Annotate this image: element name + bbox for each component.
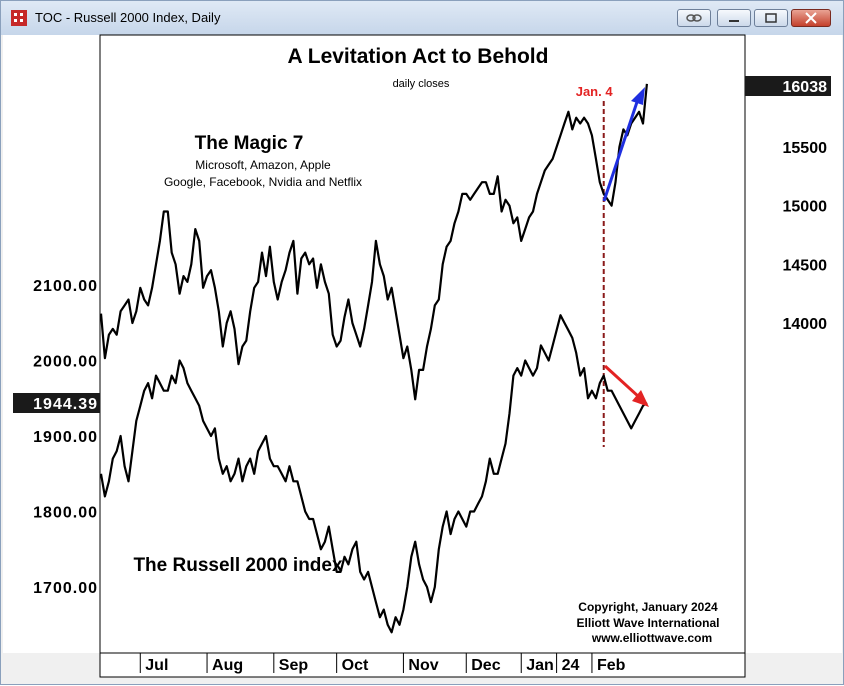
x-tick-label: Jan bbox=[526, 657, 554, 674]
plot-area bbox=[99, 34, 746, 654]
close-icon bbox=[805, 12, 817, 24]
copyright-line2: Elliott Wave International bbox=[577, 616, 720, 630]
x-axis: Jul Aug Sep Oct Nov Dec Jan 24 Feb bbox=[139, 653, 626, 674]
copyright-line3: www.elliottwave.com bbox=[591, 631, 712, 645]
magic7-members-line2: Google, Facebook, Nvidia and Netflix bbox=[164, 175, 362, 189]
right-axis-panel bbox=[745, 35, 842, 653]
russell-label: The Russell 2000 index bbox=[133, 555, 343, 576]
event-label: Jan. 4 bbox=[576, 84, 614, 99]
x-tick-label: Nov bbox=[408, 657, 438, 674]
right-current-value: 16038 bbox=[783, 79, 828, 96]
magic7-members-line1: Microsoft, Amazon, Apple bbox=[195, 158, 331, 172]
x-tick-label: Oct bbox=[342, 657, 369, 674]
left-axis: 2100.00 2000.00 1900.00 1800.00 1700.00 bbox=[33, 278, 98, 597]
copyright-line1: Copyright, January 2024 bbox=[578, 600, 718, 614]
left-current-value: 1944.39 bbox=[33, 396, 98, 413]
link-icon bbox=[686, 14, 702, 22]
right-current-badge bbox=[745, 76, 831, 96]
close-button[interactable] bbox=[791, 9, 831, 27]
left-tick-label: 2100.00 bbox=[33, 278, 98, 295]
series-line-russell-2000 bbox=[99, 314, 648, 634]
left-tick-label: 1800.00 bbox=[33, 505, 98, 522]
left-axis-panel bbox=[3, 35, 100, 653]
down-trend-arrow bbox=[603, 364, 649, 407]
x-tick-label: Sep bbox=[279, 657, 309, 674]
x-tick-label: Jul bbox=[145, 657, 168, 674]
left-current-badge bbox=[13, 393, 100, 413]
maximize-button[interactable] bbox=[754, 9, 788, 27]
minimize-button[interactable] bbox=[717, 9, 751, 27]
left-tick-label: 2000.00 bbox=[33, 354, 98, 371]
minimize-icon bbox=[729, 20, 739, 22]
magic7-heading: The Magic 7 bbox=[195, 133, 304, 154]
title-bar[interactable]: TOC - Russell 2000 Index, Daily bbox=[1, 1, 843, 35]
link-button[interactable] bbox=[677, 9, 711, 27]
up-trend-arrow bbox=[602, 87, 645, 202]
series-line-magic-7 bbox=[99, 83, 648, 401]
chart-app-icon bbox=[11, 10, 27, 26]
right-tick-label: 15500 bbox=[783, 140, 828, 157]
x-tick-label: Feb bbox=[597, 657, 626, 674]
x-tick-label: 24 bbox=[562, 657, 580, 674]
maximize-icon bbox=[765, 13, 777, 23]
window-title: TOC - Russell 2000 Index, Daily bbox=[35, 10, 221, 25]
x-tick-label: Dec bbox=[471, 657, 500, 674]
right-tick-label: 14500 bbox=[783, 257, 828, 274]
left-tick-label: 1900.00 bbox=[33, 429, 98, 446]
right-tick-label: 15000 bbox=[783, 199, 828, 216]
right-axis: 15500 15000 14500 14000 bbox=[783, 140, 828, 333]
chart-title: A Levitation Act to Behold bbox=[288, 45, 549, 68]
chart-subtitle: daily closes bbox=[393, 78, 450, 90]
x-tick-label: Aug bbox=[212, 657, 243, 674]
left-tick-label: 1700.00 bbox=[33, 580, 98, 597]
right-tick-label: 14000 bbox=[783, 316, 828, 333]
